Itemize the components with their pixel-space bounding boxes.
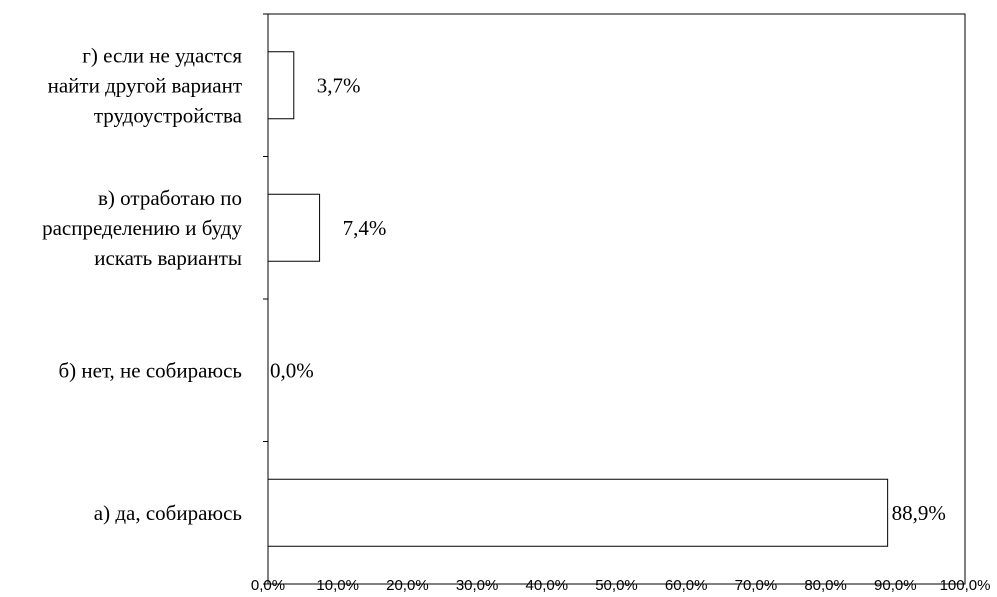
category-label-line: распределению и буду (42, 216, 242, 240)
category-label-line: искать варианты (94, 246, 242, 270)
x-tick-label: 50,0% (595, 577, 638, 594)
category-label-line: б) нет, не собираюсь (58, 358, 242, 382)
bar (267, 478, 889, 547)
category-axis-ticks (263, 13, 268, 585)
x-tick-label: 100,0% (940, 577, 991, 594)
x-tick-label: 60,0% (665, 577, 708, 594)
x-tick-label: 90,0% (874, 577, 917, 594)
x-tick-label: 70,0% (735, 577, 778, 594)
x-tick-label: 30,0% (456, 577, 499, 594)
x-tick-label: 40,0% (526, 577, 569, 594)
x-tick-label: 0,0% (251, 577, 285, 594)
data-label: 0,0% (270, 358, 314, 382)
category-label-line: а) да, собираюсь (94, 501, 242, 525)
bar (267, 51, 295, 120)
category-label: а) да, собираюсь (94, 501, 242, 525)
x-tick-label: 20,0% (386, 577, 429, 594)
category-label: в) отработаю по распределению и буду искат… (42, 186, 242, 270)
value-axis-tick-labels: 0,0% 10,0% 20,0% 30,0% 40,0% 50,0% 60,0% 70,0% 8… (251, 577, 991, 594)
data-labels: 88,9% 0,0% 7,4% 3,7% (270, 73, 946, 525)
bar (267, 193, 321, 262)
category-label: г) если не удастся найти другой вариант тр… (48, 43, 243, 127)
category-label: б) нет, не собираюсь (58, 358, 242, 382)
category-label-line: трудоустройства (94, 103, 243, 127)
x-tick-label: 10,0% (316, 577, 359, 594)
data-label: 7,4% (343, 216, 387, 240)
data-label: 3,7% (317, 73, 361, 97)
category-label-line: г) если не удастся (82, 43, 242, 67)
x-tick-label: 80,0% (804, 577, 847, 594)
bars (267, 51, 889, 547)
category-label-line: найти другой вариант (48, 73, 242, 97)
category-label-line: в) отработаю по (98, 186, 242, 210)
category-labels: а) да, собираюсь б) нет, не собираюсь в) о… (42, 43, 243, 525)
data-label: 88,9% (892, 501, 946, 525)
